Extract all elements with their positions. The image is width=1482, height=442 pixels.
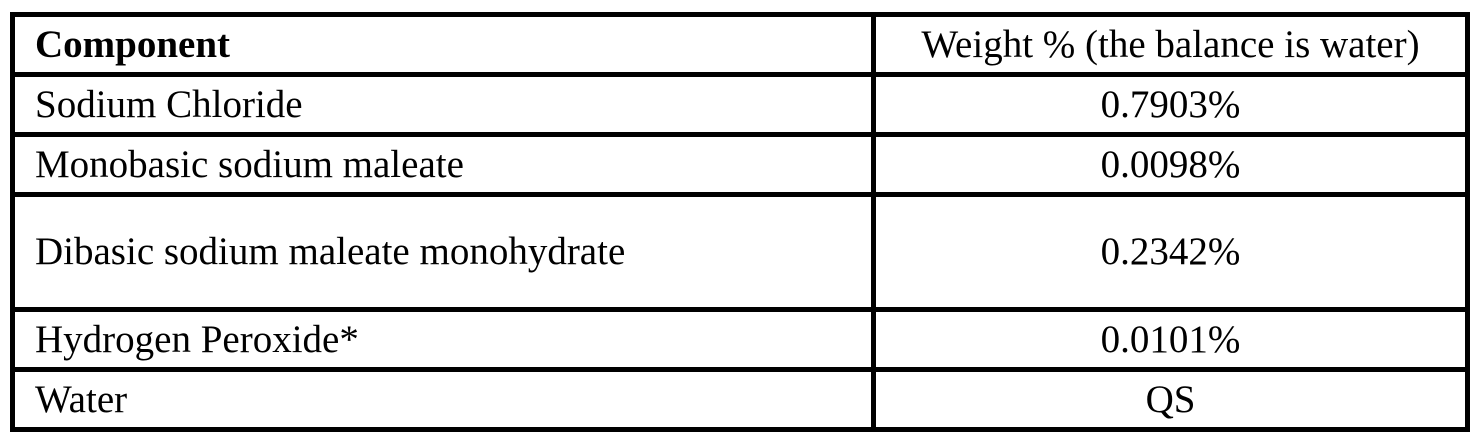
composition-table: Component Weight % (the balance is water… bbox=[10, 12, 1470, 432]
header-weight: Weight % (the balance is water) bbox=[874, 15, 1468, 75]
table-row: Water QS bbox=[13, 370, 1468, 430]
table-row: Monobasic sodium maleate 0.0098% bbox=[13, 135, 1468, 195]
table-row: Hydrogen Peroxide* 0.0101% bbox=[13, 310, 1468, 370]
component-cell: Dibasic sodium maleate monohydrate bbox=[13, 195, 874, 310]
weight-cell: 0.0101% bbox=[874, 310, 1468, 370]
component-cell: Monobasic sodium maleate bbox=[13, 135, 874, 195]
component-cell: Hydrogen Peroxide* bbox=[13, 310, 874, 370]
weight-cell: 0.2342% bbox=[874, 195, 1468, 310]
table-row: Sodium Chloride 0.7903% bbox=[13, 75, 1468, 135]
weight-cell: QS bbox=[874, 370, 1468, 430]
weight-cell: 0.0098% bbox=[874, 135, 1468, 195]
table-header-row: Component Weight % (the balance is water… bbox=[13, 15, 1468, 75]
header-component: Component bbox=[13, 15, 874, 75]
table-row: Dibasic sodium maleate monohydrate 0.234… bbox=[13, 195, 1468, 310]
component-cell: Sodium Chloride bbox=[13, 75, 874, 135]
component-cell: Water bbox=[13, 370, 874, 430]
weight-cell: 0.7903% bbox=[874, 75, 1468, 135]
